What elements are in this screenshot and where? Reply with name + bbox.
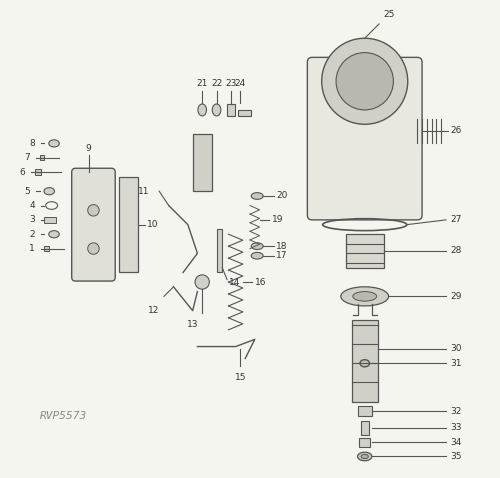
Text: 4: 4: [30, 201, 35, 210]
Ellipse shape: [44, 188, 54, 195]
Bar: [216, 229, 222, 272]
Ellipse shape: [358, 452, 372, 461]
Text: 33: 33: [451, 424, 462, 432]
Bar: [44, 217, 56, 223]
FancyBboxPatch shape: [72, 168, 115, 281]
Ellipse shape: [49, 231, 59, 238]
FancyBboxPatch shape: [308, 57, 422, 220]
Ellipse shape: [360, 359, 370, 367]
Ellipse shape: [212, 104, 221, 116]
Text: 15: 15: [234, 373, 246, 382]
Text: 32: 32: [451, 407, 462, 415]
Bar: [192, 134, 212, 191]
Ellipse shape: [353, 292, 376, 301]
Text: 26: 26: [451, 127, 462, 135]
Text: 1: 1: [29, 244, 35, 253]
Text: 23: 23: [225, 79, 236, 88]
Text: 17: 17: [276, 251, 288, 260]
Text: 31: 31: [451, 359, 462, 368]
Text: 22: 22: [211, 79, 222, 88]
Bar: [359, 438, 370, 447]
Bar: [238, 110, 251, 116]
Bar: [40, 155, 44, 160]
Ellipse shape: [361, 454, 368, 458]
Bar: [227, 104, 234, 116]
Text: 35: 35: [451, 452, 462, 461]
Text: 27: 27: [451, 216, 462, 224]
Text: 8: 8: [29, 139, 35, 148]
Text: 12: 12: [148, 306, 159, 315]
Text: 10: 10: [147, 220, 158, 229]
Ellipse shape: [251, 243, 263, 250]
Bar: [361, 421, 368, 435]
Circle shape: [195, 275, 210, 289]
Bar: [352, 320, 378, 402]
Text: 19: 19: [272, 216, 283, 224]
Bar: [44, 246, 49, 251]
Text: 7: 7: [24, 153, 30, 162]
Text: 24: 24: [235, 79, 246, 88]
Circle shape: [88, 243, 99, 254]
Bar: [358, 406, 372, 416]
Bar: [346, 234, 384, 268]
Text: 9: 9: [86, 144, 92, 153]
Ellipse shape: [341, 287, 388, 306]
Text: 14: 14: [228, 278, 240, 286]
Ellipse shape: [198, 104, 206, 116]
Bar: [118, 177, 138, 272]
Ellipse shape: [251, 252, 263, 259]
Bar: [35, 169, 40, 175]
Text: 30: 30: [451, 345, 462, 353]
Text: 11: 11: [138, 187, 149, 196]
Text: 5: 5: [24, 187, 30, 196]
Text: 3: 3: [29, 216, 35, 224]
Text: 18: 18: [276, 242, 288, 250]
Text: 2: 2: [30, 230, 35, 239]
Text: 6: 6: [20, 168, 26, 176]
Ellipse shape: [49, 140, 59, 147]
Ellipse shape: [251, 193, 263, 199]
Text: 34: 34: [451, 438, 462, 446]
Circle shape: [88, 205, 99, 216]
Text: 20: 20: [276, 192, 287, 200]
Circle shape: [322, 38, 408, 124]
Text: 25: 25: [384, 10, 395, 19]
Text: 29: 29: [451, 292, 462, 301]
Text: 28: 28: [451, 247, 462, 255]
Text: 21: 21: [196, 79, 208, 88]
Text: 16: 16: [255, 278, 266, 286]
Circle shape: [336, 53, 394, 110]
Text: 13: 13: [187, 320, 198, 329]
Text: RVP5573: RVP5573: [40, 411, 87, 421]
